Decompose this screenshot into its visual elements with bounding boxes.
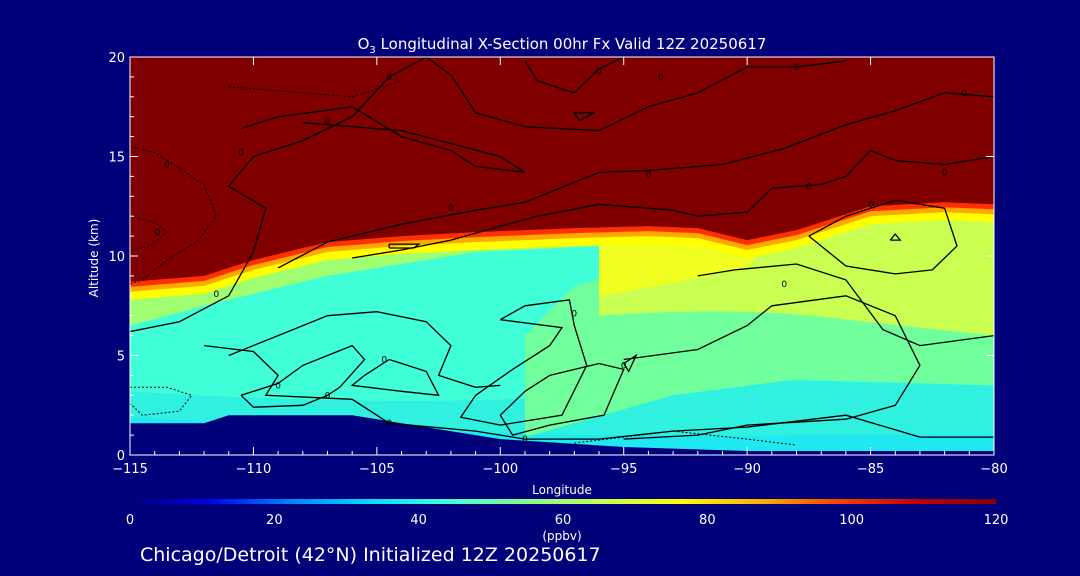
contour-label: 0: [621, 361, 627, 371]
y-axis-label: Altitude (km): [87, 219, 101, 298]
contour-line: [240, 344, 366, 408]
contour-label: 0: [596, 67, 602, 77]
y-tick-label: 15: [108, 151, 125, 166]
plot-area: 0 0 0 0 0 0 0 0 0 0 0 0 0 0 0 0 0 0 0 0 0 0 0: [130, 57, 994, 455]
contour-label: 0: [386, 73, 392, 83]
contour-label: 0: [781, 280, 787, 290]
contour-label: 0: [381, 356, 387, 366]
colorbar-ticks: 0 20 40 60 80 100 120: [126, 513, 1009, 528]
contour-line: [459, 299, 588, 426]
colorbar-tick-label: 100: [839, 513, 864, 528]
x-tick-label: −90: [733, 462, 760, 477]
y-tick-label: 10: [108, 250, 125, 265]
contour-label: 0: [646, 170, 652, 180]
contour-line: [388, 243, 421, 249]
y-tick-label: 5: [117, 350, 125, 365]
chart-title: O3 Longitudinal X-Section 00hr Fx Valid …: [358, 35, 767, 56]
contour-line: [204, 344, 994, 440]
y-axis: 0 5 10 15 20: [108, 51, 994, 464]
contour-line-negative: [130, 386, 193, 416]
contour-label: 0: [238, 149, 244, 159]
colorbar-tick-label: 80: [699, 513, 716, 528]
x-tick-label: −100: [482, 462, 518, 477]
x-tick-label: −110: [236, 462, 272, 477]
contour-line: [350, 358, 440, 397]
y-tick-label: 20: [108, 51, 125, 66]
contour-line: [499, 362, 625, 436]
contour-line: [623, 353, 638, 373]
contour-label: 0: [386, 419, 392, 429]
y-tick-label: 0: [117, 449, 125, 464]
contour-label: 0: [164, 161, 170, 171]
colorbar-tick-label: 60: [555, 513, 572, 528]
contour-line: [240, 106, 526, 174]
colorbar-unit-label: (ppbv): [542, 529, 581, 543]
footer-caption: Chicago/Detroit (42°N) Initialized 12Z 2…: [140, 544, 601, 566]
contour-line: [228, 311, 501, 388]
x-axis-label: Longitude: [532, 483, 592, 497]
contour-label: 0: [214, 290, 220, 300]
stratosphere-band: [130, 57, 994, 282]
colorbar-tick-label: 20: [266, 513, 283, 528]
contour-line-negative: [574, 430, 797, 446]
contour-label: 0: [962, 89, 968, 99]
contour-line: [425, 57, 846, 132]
contour-label: 0: [658, 73, 664, 83]
contour-line-negative: [130, 215, 168, 251]
contour-label: 0: [154, 228, 160, 238]
title-subscript: 3: [369, 45, 375, 56]
x-tick-label: −85: [857, 462, 884, 477]
contour-line: [697, 263, 994, 347]
contour-label: 0: [325, 391, 331, 401]
contour-label: 0: [275, 381, 281, 391]
contour-label: 0: [571, 310, 577, 320]
x-axis: −115 −110 −105 −100 −95 −90 −85 −80: [112, 57, 1008, 477]
contour-line: [808, 199, 958, 275]
contour-label: 0: [942, 168, 948, 178]
colorbar-tick-label: 40: [410, 513, 427, 528]
contour-label: 0: [325, 117, 331, 127]
terrain: [130, 415, 994, 455]
contour-label: 0: [806, 182, 812, 192]
contour-label: 0: [868, 200, 874, 210]
contour-line-negative: [228, 80, 402, 98]
contour-label: 0: [522, 435, 528, 445]
x-tick-label: −80: [980, 462, 1007, 477]
contour-label: 0: [448, 204, 454, 214]
colorbar-tick-label: 0: [126, 513, 134, 528]
x-tick-label: −105: [359, 462, 395, 477]
x-tick-label: −115: [112, 462, 148, 477]
contour-line: [573, 112, 595, 122]
x-tick-label: −95: [610, 462, 637, 477]
colorbar-tick-label: 120: [984, 513, 1009, 528]
contour-line: [889, 233, 902, 241]
contour-line: [130, 57, 427, 333]
contour-line: [352, 149, 994, 259]
contour-label: 0: [794, 63, 800, 73]
colorbar: [130, 499, 996, 504]
contour-line: [524, 57, 624, 94]
contour-line: [277, 92, 994, 269]
